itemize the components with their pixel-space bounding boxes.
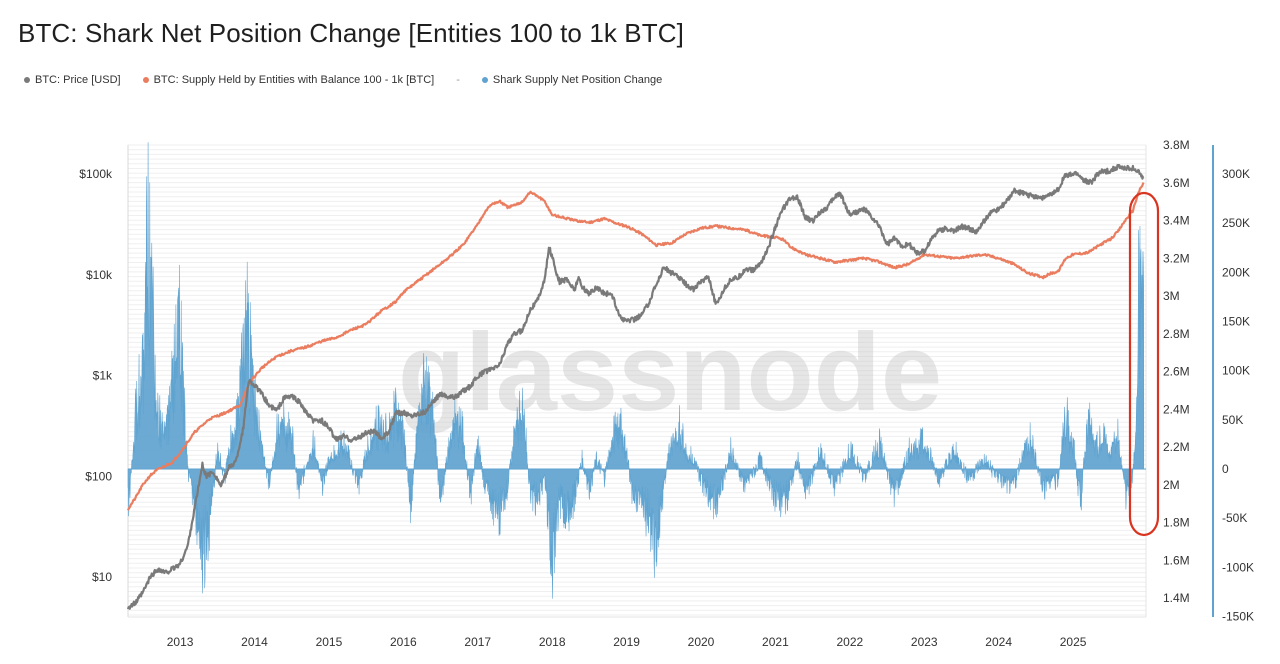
chart-title: BTC: Shark Net Position Change [Entities… — [18, 18, 684, 48]
x-tick-label: 2024 — [985, 635, 1012, 649]
highlight-layer — [1128, 191, 1160, 537]
right1-tick-label: 2.2M — [1163, 440, 1190, 454]
grid-layer — [127, 144, 1147, 618]
right2-tick-label: 200K — [1222, 265, 1250, 279]
left-tick-label: $1k — [93, 369, 113, 383]
legend-dot-price — [24, 77, 30, 83]
right1-tick-label: 2.8M — [1163, 327, 1190, 341]
right1-tick-label: 3M — [1163, 289, 1180, 303]
right2-tick-label: -100K — [1222, 560, 1254, 574]
price-line — [126, 163, 1145, 610]
legend-item-supply[interactable]: BTC: Supply Held by Entities with Balanc… — [142, 74, 435, 86]
legend-label-supply: BTC: Supply Held by Entities with Balanc… — [153, 74, 435, 86]
net-change-area-layer — [127, 142, 1146, 599]
x-tick-label: 2020 — [688, 635, 715, 649]
right1-tick-label: 2.4M — [1163, 402, 1190, 416]
legend-label-price: BTC: Price [USD] — [35, 74, 121, 86]
right2-tick-label: -50K — [1222, 511, 1247, 525]
supply-line — [126, 181, 1145, 511]
x-tick-label: 2021 — [762, 635, 789, 649]
x-tick-label: 2013 — [167, 635, 194, 649]
legend-item-change[interactable]: Shark Supply Net Position Change — [481, 74, 663, 86]
x-tick-label: 2025 — [1060, 635, 1087, 649]
right2-tick-label: 50K — [1222, 413, 1243, 427]
legend-dot-change — [481, 77, 488, 83]
right1-tick-label: 3.8M — [1163, 138, 1190, 152]
supply-line-layer — [126, 181, 1145, 511]
x-tick-label: 2022 — [836, 635, 863, 649]
x-tick-label: 2023 — [911, 635, 938, 649]
x-tick-label: 2017 — [464, 635, 491, 649]
x-tick-label: 2018 — [539, 635, 566, 649]
legend-separator: - — [456, 74, 460, 86]
right2-tick-label: 100K — [1222, 364, 1250, 378]
legend-dot-supply — [142, 77, 149, 83]
right1-tick-label: 2M — [1163, 478, 1180, 492]
right2-tick-label: -150K — [1222, 610, 1254, 624]
right1-tick-label: 3.2M — [1163, 251, 1190, 265]
left-tick-label: $10k — [86, 268, 113, 282]
right2-tick-label: 150K — [1222, 315, 1250, 329]
right1-tick-label: 1.4M — [1163, 591, 1190, 605]
right1-tick-label: 1.6M — [1163, 553, 1190, 567]
legend: BTC: Price [USD] BTC: Supply Held by Ent… — [24, 74, 684, 86]
price-line-layer — [126, 163, 1145, 610]
legend-item-price[interactable]: BTC: Price [USD] — [24, 74, 121, 86]
right2-tick-label: 0 — [1222, 462, 1229, 476]
right1-tick-label: 1.8M — [1163, 516, 1190, 530]
right2-tick-label: 300K — [1222, 167, 1250, 181]
left-tick-label: $100 — [85, 469, 112, 483]
x-tick-label: 2019 — [613, 635, 640, 649]
x-tick-label: 2015 — [316, 635, 343, 649]
x-tick-label: 2014 — [241, 635, 268, 649]
axes-layer: 2013 2014 2015 2016 2017 2018 2019 2020 2021 2022… — [79, 138, 1254, 649]
right1-tick-label: 3.6M — [1163, 176, 1190, 190]
legend-label-change: Shark Supply Net Position Change — [492, 74, 663, 86]
right2-tick-label: 250K — [1222, 216, 1250, 230]
watermark: glassnode — [398, 311, 942, 434]
right1-tick-label: 3.4M — [1163, 214, 1190, 228]
plot-area — [128, 145, 1146, 617]
left-tick-label: $100k — [79, 167, 113, 181]
highlight-annotation — [1128, 191, 1160, 537]
right1-tick-label: 2.6M — [1163, 365, 1190, 379]
left-tick-label: $10 — [92, 570, 112, 584]
x-tick-label: 2016 — [390, 635, 417, 649]
